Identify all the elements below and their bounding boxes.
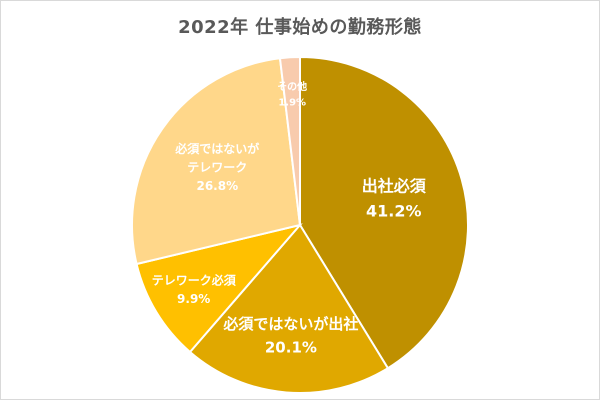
slice-value-label: 26.8% (196, 179, 238, 193)
slice-value-label: 9.9% (177, 292, 210, 306)
pie-slice (299, 55, 470, 370)
pie-slice (188, 223, 390, 394)
slice-value-label: 1.9% (278, 97, 306, 108)
slice-label: 出社必須 (362, 177, 427, 196)
slice-label: テレワーク (187, 161, 247, 175)
pie-slice (278, 55, 301, 226)
slice-value-label: 20.1% (265, 338, 317, 356)
slice-label: 必須ではないが (174, 141, 259, 156)
pie-slice (131, 57, 302, 266)
pie-labels: 出社必須 41.2% 必須ではないが出社 20.1% テレワーク必須 9.9% 必須ではない… (152, 80, 427, 356)
slice-label: 必須ではないが出社 (222, 315, 358, 333)
slice-label: その他 (277, 80, 307, 93)
pie-slice (135, 223, 303, 354)
slice-value-label: 41.2% (366, 202, 422, 221)
chart-title: 2022年 仕事始めの勤務形態 (178, 17, 422, 38)
pie-slices (131, 55, 470, 394)
slice-label: テレワーク必須 (152, 272, 237, 287)
